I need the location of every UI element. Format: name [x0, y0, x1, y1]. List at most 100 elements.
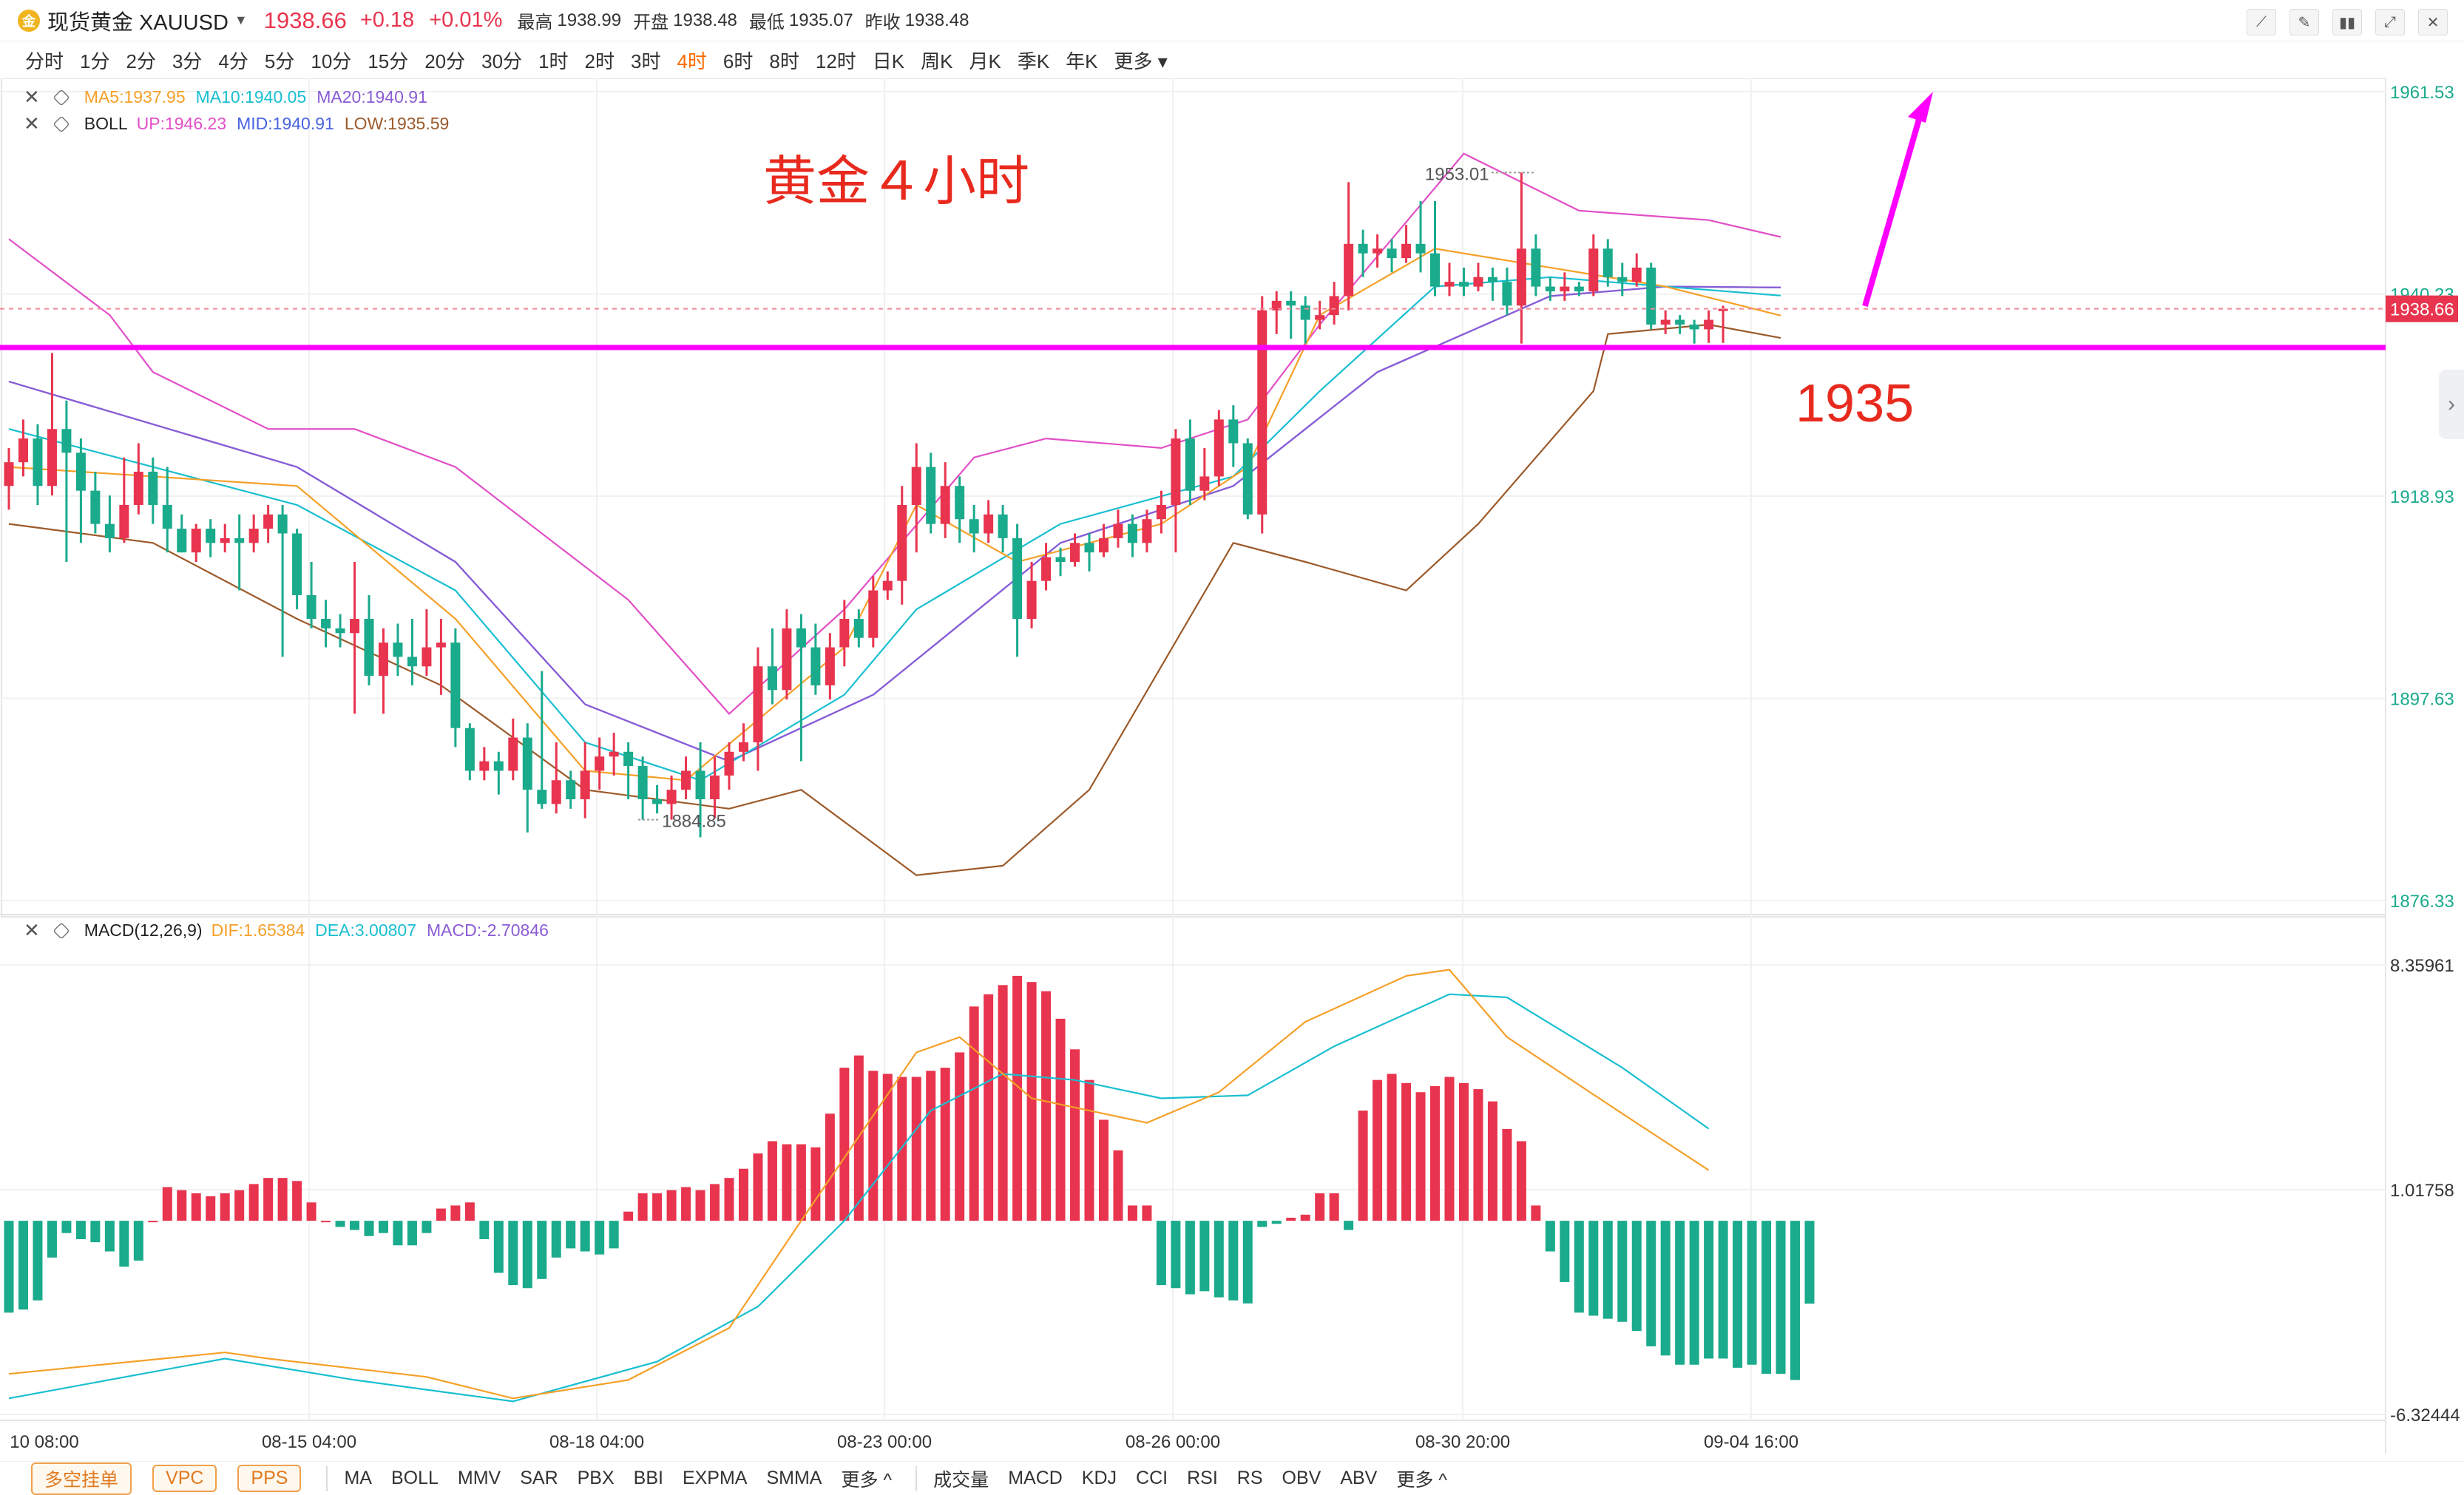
macd-histogram-bar[interactable]	[1631, 1221, 1642, 1332]
candle-body[interactable]	[853, 619, 864, 638]
candle-body[interactable]	[1373, 248, 1383, 254]
macd-histogram-bar[interactable]	[1458, 1082, 1469, 1221]
macd-histogram-bar[interactable]	[1675, 1221, 1685, 1365]
macd-histogram-bar[interactable]	[47, 1221, 57, 1258]
macd-histogram-bar[interactable]	[1733, 1221, 1743, 1368]
candle-body[interactable]	[609, 751, 619, 757]
macd-histogram-bar[interactable]	[479, 1221, 490, 1239]
candle-body[interactable]	[407, 657, 417, 667]
macd-histogram-bar[interactable]	[90, 1221, 101, 1243]
candle-body[interactable]	[1329, 296, 1339, 316]
period-tab[interactable]: 30分	[481, 50, 523, 72]
sub-indicator-item[interactable]: ABV	[1340, 1468, 1378, 1488]
candle-body[interactable]	[566, 780, 576, 799]
macd-histogram-bar[interactable]	[623, 1211, 634, 1221]
macd-histogram-bar[interactable]	[1098, 1119, 1109, 1221]
candle-body[interactable]	[1617, 277, 1628, 282]
period-tab[interactable]: 日K	[872, 50, 905, 72]
candle-body[interactable]	[1315, 315, 1325, 320]
macd-histogram-bar[interactable]	[248, 1184, 259, 1221]
candle-body[interactable]	[4, 462, 14, 487]
candle-body[interactable]	[1387, 248, 1397, 259]
macd-histogram-bar[interactable]	[825, 1113, 835, 1221]
candle-body[interactable]	[1531, 248, 1541, 287]
candle-body[interactable]	[422, 647, 432, 667]
candle-body[interactable]	[1055, 557, 1066, 562]
candle-body[interactable]	[825, 647, 835, 685]
macd-histogram-bar[interactable]	[335, 1221, 345, 1227]
macd-histogram-bar[interactable]	[133, 1221, 143, 1261]
candle-body[interactable]	[61, 429, 72, 453]
remove-boll-icon[interactable]: ✕	[24, 112, 40, 135]
candle-body[interactable]	[1300, 305, 1310, 320]
indicator-chip[interactable]: 多空挂单	[31, 1462, 132, 1495]
macd-histogram-bar[interactable]	[551, 1221, 561, 1258]
candle-body[interactable]	[306, 594, 317, 620]
macd-histogram-bar[interactable]	[364, 1221, 374, 1236]
candle-body[interactable]	[1502, 282, 1512, 306]
macd-histogram-bar[interactable]	[767, 1141, 777, 1221]
toggle-ma-icon[interactable]	[53, 88, 70, 106]
candle-body[interactable]	[1487, 277, 1497, 282]
main-indicator-item[interactable]: MA	[344, 1468, 372, 1488]
candle-body[interactable]	[1098, 538, 1109, 553]
macd-histogram-bar[interactable]	[450, 1205, 461, 1221]
candle-type-icon[interactable]: ▮▮	[2332, 9, 2362, 35]
macd-histogram-bar[interactable]	[1084, 1079, 1094, 1221]
candle-body[interactable]	[378, 643, 388, 677]
macd-histogram-bar[interactable]	[407, 1221, 417, 1246]
macd-histogram-bar[interactable]	[104, 1221, 115, 1252]
macd-histogram-bar[interactable]	[162, 1187, 172, 1221]
macd-histogram-bar[interactable]	[33, 1221, 43, 1301]
candle-body[interactable]	[1444, 282, 1455, 287]
main-indicator-item[interactable]: MMV	[457, 1468, 501, 1488]
candle-body[interactable]	[1214, 419, 1224, 477]
main-indicator-item[interactable]: 更多 ^	[841, 1469, 893, 1491]
period-tab[interactable]: 周K	[921, 50, 953, 72]
candle-body[interactable]	[508, 737, 518, 771]
macd-histogram-bar[interactable]	[1142, 1205, 1152, 1221]
macd-histogram-bar[interactable]	[1516, 1141, 1526, 1221]
candle-body[interactable]	[148, 472, 158, 505]
macd-histogram-bar[interactable]	[18, 1221, 28, 1310]
macd-histogram-bar[interactable]	[61, 1221, 72, 1233]
macd-histogram-bar[interactable]	[1487, 1101, 1497, 1221]
macd-histogram-bar[interactable]	[1387, 1074, 1397, 1221]
macd-histogram-bar[interactable]	[1646, 1221, 1656, 1346]
candle-body[interactable]	[666, 790, 677, 804]
macd-histogram-bar[interactable]	[1747, 1221, 1757, 1365]
candle-body[interactable]	[810, 647, 821, 685]
macd-histogram-bar[interactable]	[148, 1221, 158, 1223]
candle-body[interactable]	[1113, 523, 1123, 538]
candle-body[interactable]	[350, 619, 360, 634]
macd-histogram-bar[interactable]	[1271, 1221, 1282, 1224]
period-tab[interactable]: 8时	[769, 50, 799, 72]
macd-histogram-bar[interactable]	[1545, 1221, 1555, 1252]
candle-body[interactable]	[882, 580, 893, 591]
macd-histogram-bar[interactable]	[306, 1202, 317, 1221]
candle-body[interactable]	[33, 438, 43, 487]
main-indicator-item[interactable]: SAR	[520, 1468, 558, 1488]
candle-body[interactable]	[796, 628, 806, 648]
candle-body[interactable]	[637, 766, 648, 799]
toggle-macd-icon[interactable]	[53, 921, 70, 940]
candle-body[interactable]	[47, 429, 57, 487]
candle-body[interactable]	[393, 643, 403, 657]
macd-histogram-bar[interactable]	[1415, 1092, 1426, 1221]
macd-histogram-bar[interactable]	[234, 1190, 245, 1221]
candle-body[interactable]	[1560, 286, 1570, 292]
candle-body[interactable]	[652, 799, 663, 804]
kline-chart[interactable]: 1961.531940.231918.931897.631876.338.359…	[0, 78, 2464, 1461]
candle-body[interactable]	[1516, 248, 1526, 306]
macd-histogram-bar[interactable]	[969, 1006, 979, 1221]
period-tab[interactable]: 12时	[815, 50, 856, 72]
candle-body[interactable]	[335, 628, 345, 634]
candle-body[interactable]	[18, 438, 28, 463]
macd-histogram-bar[interactable]	[4, 1221, 14, 1313]
macd-histogram-bar[interactable]	[1344, 1221, 1354, 1230]
candle-body[interactable]	[724, 751, 734, 776]
macd-histogram-bar[interactable]	[911, 1077, 921, 1221]
candle-body[interactable]	[839, 619, 850, 648]
candle-body[interactable]	[1242, 443, 1253, 515]
candle-body[interactable]	[1660, 319, 1671, 325]
